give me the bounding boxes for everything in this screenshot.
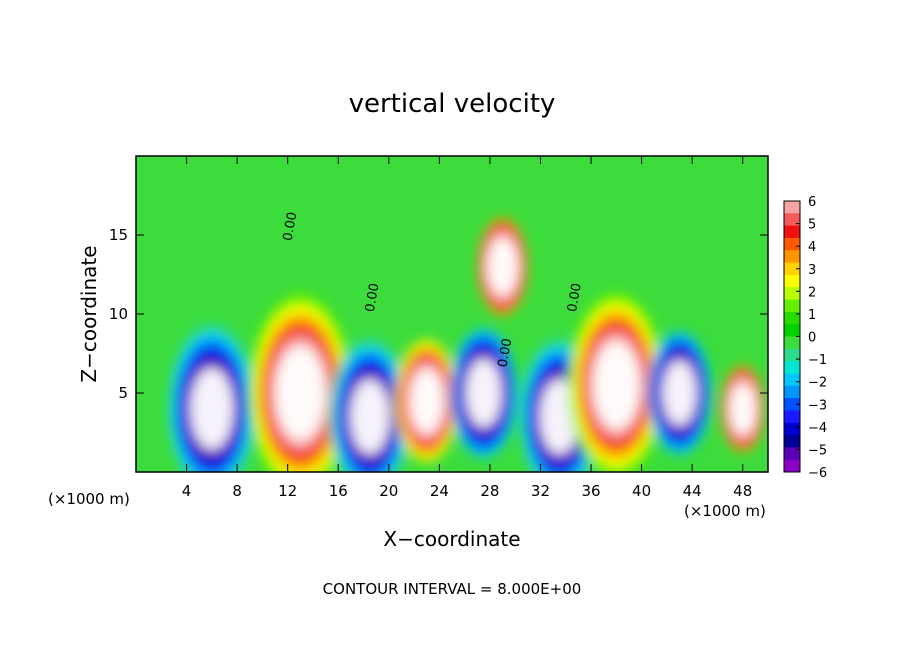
colorbar-swatch [784,410,800,424]
colorbar-swatch [784,237,800,251]
colorbar-swatch [784,398,800,411]
x-tick-label: 16 [329,482,348,500]
colorbar-swatch [784,336,800,350]
colorbar-swatch [784,324,800,337]
x-tick-label: 20 [379,482,398,500]
colorbar-swatch [784,274,800,288]
y-axis-label: Z−coordinate [77,245,101,382]
colorbar-swatch [784,311,800,325]
updraft-cell [593,341,640,430]
x-tick-label: 12 [278,482,297,500]
colorbar-tick-label: −5 [808,443,827,458]
updraft-cell [409,368,444,434]
colorbar-tick-label: 3 [808,263,816,278]
colorbar-swatch [784,447,800,461]
x-tick-label: 4 [182,482,192,500]
contour-label: 0.00 [496,337,516,368]
colorbar-swatch [784,385,800,399]
colorbar-tick-label: 0 [808,331,816,346]
colorbar-tick-label: −3 [808,398,827,413]
contour-interval-note: CONTOUR INTERVAL = 8.000E+00 [323,580,582,598]
x-unit-left: (×1000 m) [48,490,130,508]
colorbar-swatch [784,262,800,276]
x-axis-label: X−coordinate [383,527,520,551]
downdraft-cell [662,360,697,426]
contour-label: 0.00 [565,282,585,313]
colorbar-swatch [784,422,800,436]
zero-contours: 0.00 0.00 0.00 0.00 [281,211,585,369]
x-unit-right: (×1000 m) [684,502,766,520]
colorbar-tick-label: 4 [808,240,816,255]
x-tick-label: 36 [581,482,600,500]
colorbar-swatch [784,361,800,374]
updraft-cell [729,382,756,435]
colorbar-swatch [784,348,800,362]
updraft-cell [487,237,518,296]
colorbar-tick-label: 6 [808,195,816,210]
colorbar-swatch [784,225,800,239]
colorbar-tick-label: −4 [808,421,827,436]
x-tick-label: 8 [232,482,242,500]
x-tick-label: 48 [733,482,752,500]
colorbar-tick-label: 1 [808,308,816,323]
y-tick-label: 5 [118,384,128,402]
x-tick-label: 28 [480,482,499,500]
colorbar-tick-label: −1 [808,353,827,368]
x-tick-label: 40 [632,482,651,500]
colorbar-swatch [784,287,800,301]
colorbar-tick-label: 2 [808,285,816,300]
y-tick-label: 10 [109,305,128,323]
updraft-cell [275,345,326,441]
colorbar-swatch [784,435,800,448]
colorbar-tick-label: −6 [808,466,827,481]
downdraft-cell [350,379,390,455]
colorbar-swatch [784,213,800,227]
colorbar: 6 5 4 3 2 1 0 −1 −2 −3 −4 −5 −6 [783,195,827,481]
y-axis-ticks: 5 10 15 [109,226,768,402]
contour-label: 0.00 [281,211,301,242]
downdraft-cell [190,368,234,450]
colorbar-swatch [784,299,800,313]
x-tick-label: 32 [531,482,550,500]
colorbar-swatch [784,373,800,387]
colorbar-tick-label: 5 [808,218,816,233]
y-tick-label: 15 [109,226,128,244]
x-tick-label: 44 [683,482,702,500]
velocity-field [167,218,765,472]
downdraft-cell [465,358,502,428]
colorbar-tick-label: −2 [808,376,827,391]
colorbar-swatch [784,459,800,473]
colorbar-swatch [784,201,800,214]
x-tick-label: 24 [430,482,449,500]
chart-title: vertical velocity [349,89,556,119]
x-axis-ticks: 4 8 12 16 20 24 28 32 36 40 44 48 [182,156,752,500]
colorbar-swatch [784,250,800,264]
contour-label: 0.00 [363,282,383,313]
plot-area: 0.00 0.00 0.00 0.00 [136,156,768,472]
